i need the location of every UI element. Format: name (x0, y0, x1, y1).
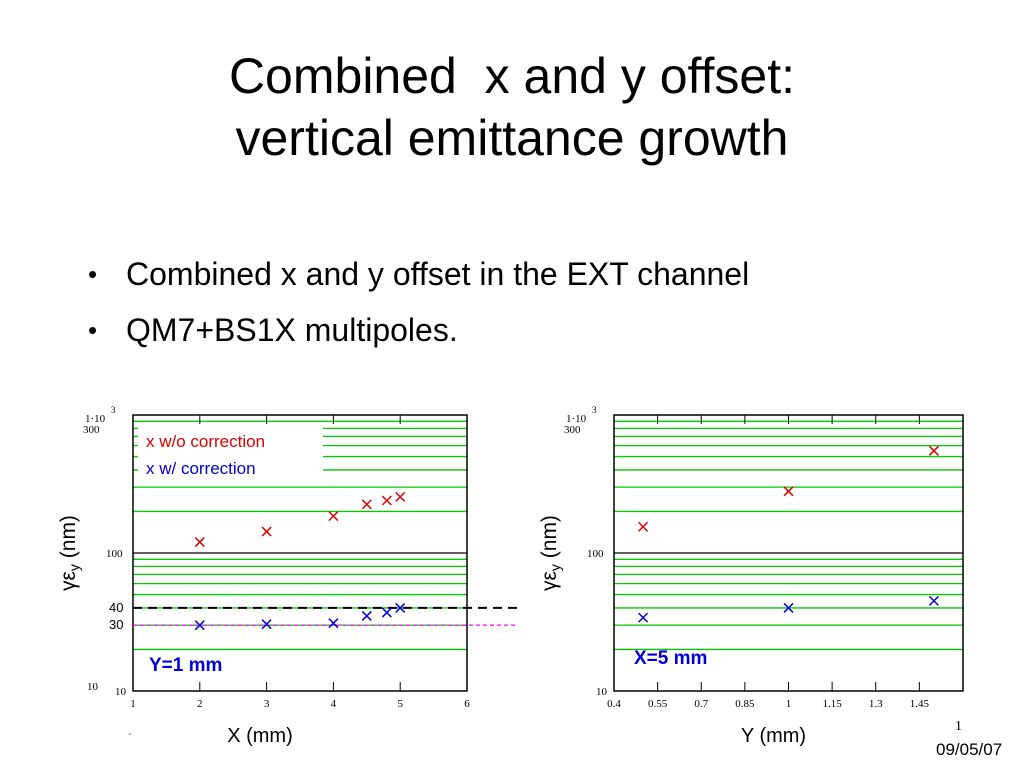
x-axis-label: Y (mm) (741, 725, 806, 747)
x-tick-label: 2 (197, 698, 203, 710)
y-tick-label: 10 (115, 686, 127, 698)
data-point-marker (194, 537, 205, 548)
y-axis-label: γεy (nm) (538, 515, 563, 591)
x-tick-label: 6 (464, 698, 470, 710)
plot-annotation: Y=1 mm (149, 655, 222, 676)
x-tick-label: 0.85 (735, 698, 755, 710)
bullet-text: Combined x and y offset in the EXT chann… (126, 255, 750, 292)
data-point-marker (361, 499, 372, 510)
title-line-1: Combined x and y offset: (228, 48, 796, 104)
bullet-item: • QM7+BS1X multipoles. (88, 302, 749, 358)
bullet-item: • Combined x and y offset in the EXT cha… (88, 246, 749, 302)
legend-box (138, 427, 323, 483)
x-tick-label: 0.4 (607, 698, 621, 710)
x-tick-label: 1.3 (869, 698, 883, 710)
bullet-list: • Combined x and y offset in the EXT cha… (88, 246, 749, 358)
x-tick-label: 1 (130, 698, 136, 710)
y-tick-label: 10 (596, 686, 608, 698)
x-tick-label: 5 (397, 698, 403, 710)
y-tick-label: 1·10 (566, 413, 587, 425)
bullet-dot-icon: • (88, 314, 98, 345)
data-point-marker (261, 526, 272, 537)
data-point-marker (361, 610, 372, 621)
y-tick-label: 100 (587, 548, 604, 560)
x-tick-label: 4 (331, 698, 337, 710)
y-tick-label: 300 (83, 424, 100, 436)
y-tick-label: 300 (564, 424, 581, 436)
data-point-marker (328, 618, 339, 629)
y-tick-label: 1·10 (85, 413, 106, 425)
x-tick-label: 1.45 (910, 698, 930, 710)
data-point-marker (261, 619, 272, 630)
footer-dash: - (128, 726, 132, 740)
plot-frame (132, 414, 468, 692)
reference-line-label: 40 (109, 600, 123, 615)
x-tick-label: 3 (264, 698, 270, 710)
page-number: 1 (955, 719, 962, 734)
x-axis-label: X (mm) (227, 725, 293, 747)
data-point-marker (395, 602, 406, 613)
data-point-marker (381, 495, 392, 506)
data-point-marker (381, 607, 392, 618)
slide-date: 09/05/07 (936, 740, 1003, 759)
bullet-text: QM7+BS1X multipoles. (126, 311, 458, 348)
x-tick-label: 1 (786, 698, 792, 710)
data-point-marker (928, 595, 939, 606)
legend-entry: x w/ correction (146, 459, 256, 478)
y-tick-exponent: 3 (111, 405, 116, 415)
legend-entry: x w/o correction (146, 432, 265, 451)
data-point-marker (638, 612, 649, 623)
data-point-marker (928, 445, 939, 456)
title-line-2: vertical emittance growth (235, 110, 789, 166)
data-point-marker (328, 511, 339, 522)
data-point-marker (638, 521, 649, 532)
data-point-marker (194, 620, 205, 631)
y-tick-exponent: 3 (592, 405, 597, 415)
y-axis-label: γεy (nm) (57, 515, 82, 591)
slide-title: Combined x and y offset: vertical emitta… (0, 45, 1024, 169)
bullet-dot-icon: • (88, 258, 98, 289)
x-tick-label: 1.15 (823, 698, 843, 710)
x-tick-label: 0.55 (648, 698, 668, 710)
data-point-marker (395, 491, 406, 502)
y-tick-label: 100 (106, 548, 123, 560)
plot-annotation: X=5 mm (634, 648, 707, 669)
data-point-marker (783, 486, 794, 497)
y-tick-label: 10 (87, 681, 99, 693)
data-point-marker (783, 602, 794, 613)
reference-line-label: 30 (109, 617, 123, 632)
x-tick-label: 0.7 (694, 698, 708, 710)
